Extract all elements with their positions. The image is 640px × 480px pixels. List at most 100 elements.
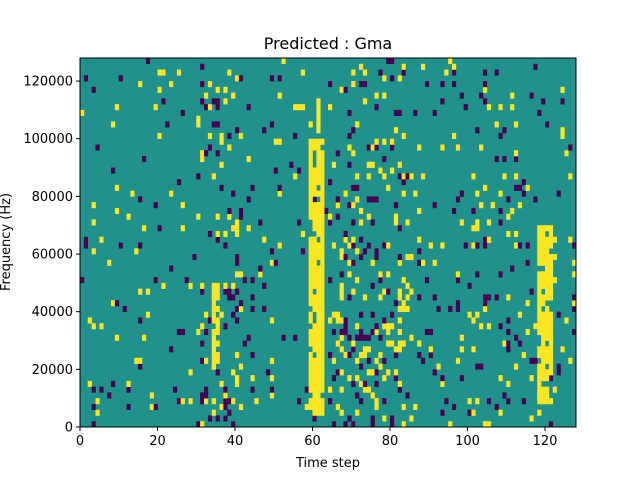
cell-high [204,357,209,364]
cell-high [335,202,340,209]
cell-high [537,409,542,416]
band-cell [537,236,542,243]
band-cell [308,167,313,174]
cell-high [196,328,201,336]
band-cell [548,323,554,330]
cell-low [235,127,240,134]
cell-high [347,242,352,249]
cell-high [359,352,364,359]
band-cell [316,121,321,128]
band-cell [548,282,554,289]
heatmap-cells [80,58,577,428]
band-cell [320,213,325,220]
cell-low [347,132,352,140]
cell-low [207,230,213,238]
band-cell [215,294,220,301]
band-cell [215,305,220,312]
band-cell [541,334,546,341]
band-cell [548,265,554,272]
cell-low [335,150,340,157]
band-cell [545,225,550,232]
band-cell [541,230,546,238]
cell-low [223,415,228,422]
band-cell [541,271,546,278]
band-cell [541,225,546,232]
cell-low [138,363,143,370]
cell-low [328,81,333,88]
band-cell [312,294,317,301]
cell-low [424,328,430,336]
cell-high [351,236,356,243]
cell-low [324,207,329,214]
band-cell [308,173,313,180]
cell-high [370,161,375,168]
band-cell [545,334,550,341]
band-cell [211,346,216,353]
band-cell [545,346,550,353]
cell-low [393,352,399,359]
cell-low [83,75,89,82]
band-cell [316,138,321,145]
cell-low [176,398,182,405]
cell-low [111,167,116,174]
cell-low [463,104,468,111]
band-cell [312,179,317,186]
band-cell [316,300,321,307]
cell-high [258,271,263,278]
cell-high [448,58,453,65]
cell-low [548,421,554,428]
cell-low [227,398,232,405]
cell-low [355,334,360,341]
cell-low [223,403,228,411]
cell-low [362,81,368,88]
cell-high [514,150,519,157]
cell-low [297,219,302,226]
cell-high [378,294,383,301]
cell-high [235,225,240,232]
cell-low [428,352,433,359]
cell-low [459,375,464,382]
cell-high [421,259,426,266]
cell-low [293,132,298,140]
band-cell [308,150,313,157]
cell-low [517,340,523,347]
cell-high [316,409,321,416]
cell-high [335,340,340,347]
cell-high [483,86,488,93]
cell-high [498,190,503,197]
band-cell [548,340,554,347]
cell-low [467,282,472,289]
band-cell [312,277,317,284]
cell-high [161,282,166,289]
cell-high [149,392,154,399]
band-cell [537,248,542,255]
band-cell [316,277,321,284]
band-cell [541,248,546,255]
cell-high [169,81,174,88]
cell-low [204,150,209,157]
cell-low [506,398,511,405]
cell-low [506,317,511,324]
band-cell [541,294,546,301]
cell-high [393,127,399,134]
band-cell [316,248,321,255]
band-cell [312,202,317,209]
plot-background [80,58,576,427]
cell-low [498,323,503,330]
band-cell [308,352,313,359]
cell-low [370,196,375,203]
cell-high [235,230,240,238]
cell-high [138,288,143,295]
cell-low [289,161,294,168]
cell-high [339,317,344,324]
band-cell [316,127,321,134]
band-cell [537,282,542,289]
band-cell [215,357,220,364]
cell-high [142,225,147,232]
cell-high [351,150,356,157]
band-cell [316,294,321,301]
cell-low [215,415,220,422]
cell-high [370,369,375,376]
band-cell [312,398,317,405]
cell-low [238,207,244,214]
